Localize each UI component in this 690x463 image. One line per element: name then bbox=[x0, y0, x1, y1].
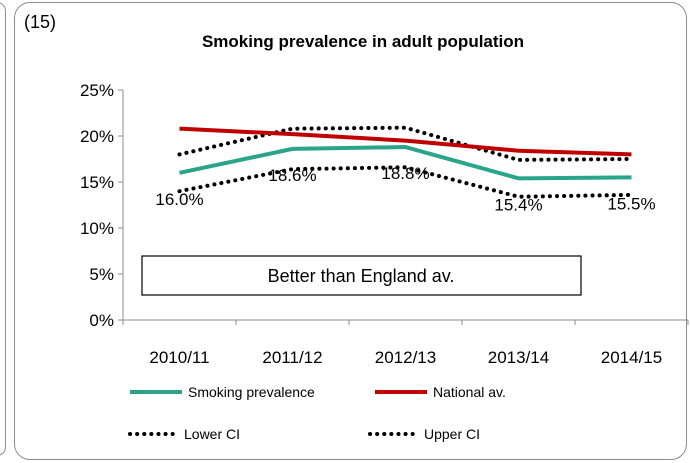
legend-label-smoking-prevalence: Smoking prevalence bbox=[188, 384, 315, 400]
legend-label-lower-ci: Lower CI bbox=[184, 426, 240, 442]
series-line-smoking-prevalence bbox=[179, 145, 632, 181]
x-tick-label: 2014/15 bbox=[601, 348, 662, 367]
x-tick-label: 2011/12 bbox=[262, 348, 322, 367]
data-label: 18.6% bbox=[268, 166, 316, 185]
annotation-box: Better than England av. bbox=[141, 255, 582, 296]
series-line-national-av bbox=[179, 126, 632, 157]
y-tick-label: 10% bbox=[80, 219, 114, 238]
x-tick-label: 2012/13 bbox=[375, 348, 436, 367]
y-tick-label: 5% bbox=[89, 265, 114, 284]
y-tick-label: 25% bbox=[80, 81, 114, 100]
data-label: 15.5% bbox=[607, 194, 655, 213]
panel-number: (15) bbox=[24, 12, 56, 32]
x-tick-label: 2013/14 bbox=[488, 348, 549, 367]
chart-title: Smoking prevalence in adult population bbox=[202, 32, 524, 51]
series-layer bbox=[177, 125, 634, 199]
legend: Smoking prevalence National av. Lower CI Up… bbox=[128, 384, 506, 442]
y-tick-label: 20% bbox=[80, 127, 114, 146]
data-label: 18.8% bbox=[381, 164, 429, 183]
data-label: 16.0% bbox=[155, 190, 203, 209]
series-line-lower-ci bbox=[177, 165, 634, 199]
y-tick-label: 0% bbox=[89, 311, 114, 330]
axes: 0% 5% 10% 15% 20% 25% 2010/11 2011/12 2012/13 201… bbox=[80, 81, 689, 367]
y-tick-label: 15% bbox=[80, 173, 114, 192]
data-labels: 16.0% 18.6% 18.8% 15.4% 15.5% bbox=[155, 164, 655, 214]
legend-label-upper-ci: Upper CI bbox=[424, 426, 480, 442]
chart-panel bbox=[14, 2, 687, 460]
series-line-upper-ci bbox=[177, 125, 634, 162]
annotation-rect bbox=[141, 255, 582, 296]
annotation-text: Better than England av. bbox=[268, 266, 455, 286]
legend-label-national-av: National av. bbox=[433, 384, 506, 400]
data-label: 15.4% bbox=[494, 195, 542, 214]
x-tick-label: 2010/11 bbox=[149, 348, 209, 367]
